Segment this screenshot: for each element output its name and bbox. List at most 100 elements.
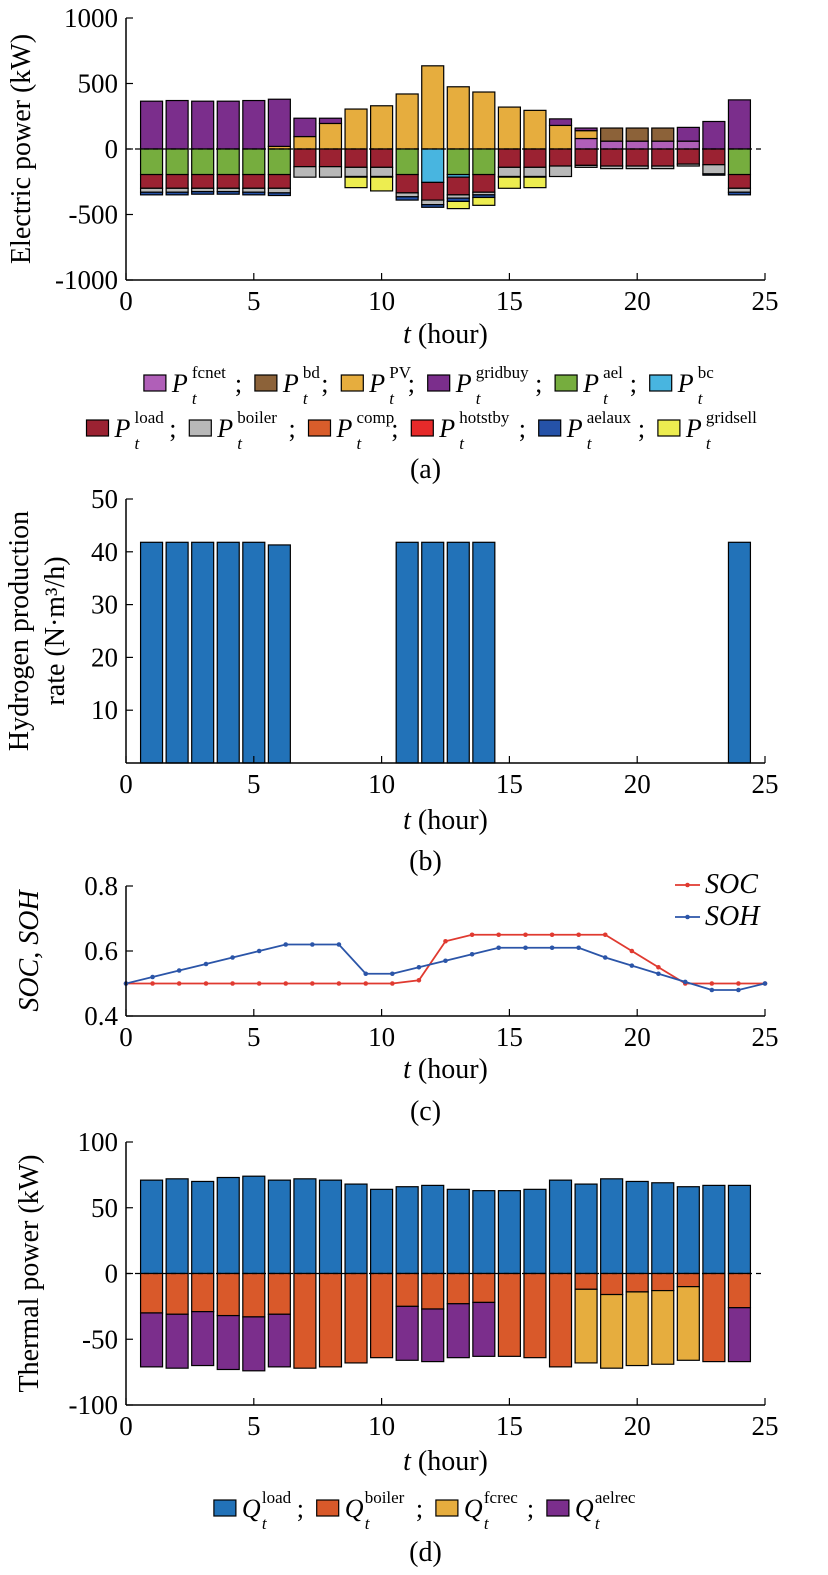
bar-q_aelrec xyxy=(727,1307,752,1363)
bar-q_fcrec xyxy=(625,1291,649,1367)
x-tick-label: 20 xyxy=(624,1411,651,1441)
bar-p_boiler xyxy=(318,166,343,178)
panel-d: 0 5 10 15 20 25 -100 -50 0 50 100 t (hour) (d) Therma… xyxy=(14,1127,779,1568)
bar-p_aelaux xyxy=(139,191,164,196)
bar-q_aelrec xyxy=(267,1313,291,1368)
legend-label-sub: t xyxy=(237,434,243,453)
point-soc xyxy=(469,932,475,938)
bar-p_aelaux xyxy=(191,190,215,195)
legend-swatch xyxy=(307,419,332,437)
bar-p_load xyxy=(651,148,675,167)
x-tick-label: 5 xyxy=(247,1411,261,1441)
legend-label: P xyxy=(566,414,583,443)
panel-caption: (a) xyxy=(410,454,441,485)
panel-caption: (b) xyxy=(409,846,442,877)
bar-q_load xyxy=(191,1180,215,1275)
legend-label-sub: t xyxy=(706,434,712,453)
bar-p_load xyxy=(523,148,547,168)
bar-p_gridbuy xyxy=(574,127,598,132)
panel-b: 0 5 10 15 20 25 10 20 30 40 50 t (hour) (b) Hydrogen … xyxy=(4,484,779,877)
bar-q_aelrec xyxy=(242,1316,266,1372)
legend-swatch xyxy=(546,1499,570,1517)
legend-label-sup: ael xyxy=(603,363,623,382)
bar-p_boiler xyxy=(574,164,598,168)
point-soh xyxy=(523,945,528,951)
legend-label-sub: t xyxy=(484,1514,490,1533)
legend-separator: ; xyxy=(169,414,176,443)
legend-item-soh: SOH xyxy=(675,901,761,932)
y-tick-label: -100 xyxy=(69,1390,119,1420)
legend-marker xyxy=(685,882,690,888)
legend-label-sup: fcnet xyxy=(192,363,226,382)
bar-p_ael xyxy=(472,148,496,176)
bar-p_load xyxy=(600,148,624,167)
bar-p_bd xyxy=(600,127,624,142)
legend-swatch xyxy=(435,1499,459,1517)
x-tick-label: 10 xyxy=(368,1411,395,1441)
bar-p_load xyxy=(216,173,240,189)
y-tick-label: 10 xyxy=(91,695,118,725)
legend-label: P xyxy=(114,414,131,443)
bar-q_boiler xyxy=(191,1272,215,1313)
bar-p_load xyxy=(165,173,189,189)
bar-p_boiler xyxy=(702,164,726,175)
bar-q_fcrec xyxy=(574,1288,598,1364)
point-soc xyxy=(150,981,155,986)
x-axis-label: t (hour) xyxy=(403,1446,488,1477)
bar-q_boiler xyxy=(370,1272,394,1359)
legend-label-sup: gridsell xyxy=(706,408,757,427)
point-soh xyxy=(469,951,475,957)
point-soc xyxy=(549,932,555,938)
x-tick-label: 15 xyxy=(496,1411,523,1441)
bar-p_load xyxy=(395,173,419,194)
bar-p_gridbuy xyxy=(676,126,700,142)
point-soc xyxy=(656,964,661,970)
bar-q_aelrec xyxy=(165,1313,189,1369)
legend-label-sup: bc xyxy=(698,363,715,382)
bar-q_load xyxy=(676,1186,700,1275)
panel-caption: (d) xyxy=(409,1537,442,1568)
point-soh xyxy=(602,955,608,960)
bar-p_boiler xyxy=(651,165,675,170)
y-tick-label: 100 xyxy=(78,1127,119,1157)
bar-p_aelaux xyxy=(165,191,189,196)
bar-p_pv xyxy=(395,93,419,150)
y-tick-label: -50 xyxy=(82,1324,118,1354)
y-tick-label: 1000 xyxy=(64,3,118,33)
bar-p_bc xyxy=(421,148,445,184)
bar-p_ael xyxy=(446,148,470,176)
bar-q_fcrec xyxy=(651,1289,675,1365)
legend-label-sub: t xyxy=(476,389,482,408)
bar-q_load xyxy=(216,1176,240,1275)
point-soh xyxy=(336,942,342,947)
legend-swatch xyxy=(143,374,167,392)
legend-label-sup: bd xyxy=(303,363,321,382)
bar-q_aelrec xyxy=(139,1312,164,1368)
legend-swatch xyxy=(188,419,212,437)
x-tick-label: 25 xyxy=(752,1022,779,1052)
point-soc xyxy=(176,981,182,986)
bar-p_fcnet xyxy=(574,137,598,150)
y-axis-label: SOC, SOH xyxy=(14,889,45,1012)
legend-label-sup: aelrec xyxy=(595,1488,636,1507)
bar-q_load xyxy=(395,1186,419,1275)
legend-label-sub: t xyxy=(262,1514,268,1533)
bar-q_aelrec xyxy=(472,1301,496,1357)
point-soh xyxy=(256,948,262,954)
bar-p_aelaux xyxy=(216,190,240,195)
x-tick-label: 25 xyxy=(752,1411,779,1441)
panel-caption: (c) xyxy=(410,1096,441,1127)
legend-swatch xyxy=(554,374,578,392)
bar-p_pv xyxy=(344,108,368,150)
y-tick-label: 500 xyxy=(78,69,119,99)
legend-label: P xyxy=(171,369,188,398)
bar-p_ael xyxy=(242,148,266,176)
legend-swatch xyxy=(85,419,110,437)
legend-label: P xyxy=(368,369,385,398)
bar-p_boiler xyxy=(497,166,521,178)
bar-p_gridsell xyxy=(344,176,368,189)
bar-q_load xyxy=(344,1183,368,1275)
bar-p_load xyxy=(139,173,164,189)
bar-q_boiler xyxy=(267,1272,291,1315)
